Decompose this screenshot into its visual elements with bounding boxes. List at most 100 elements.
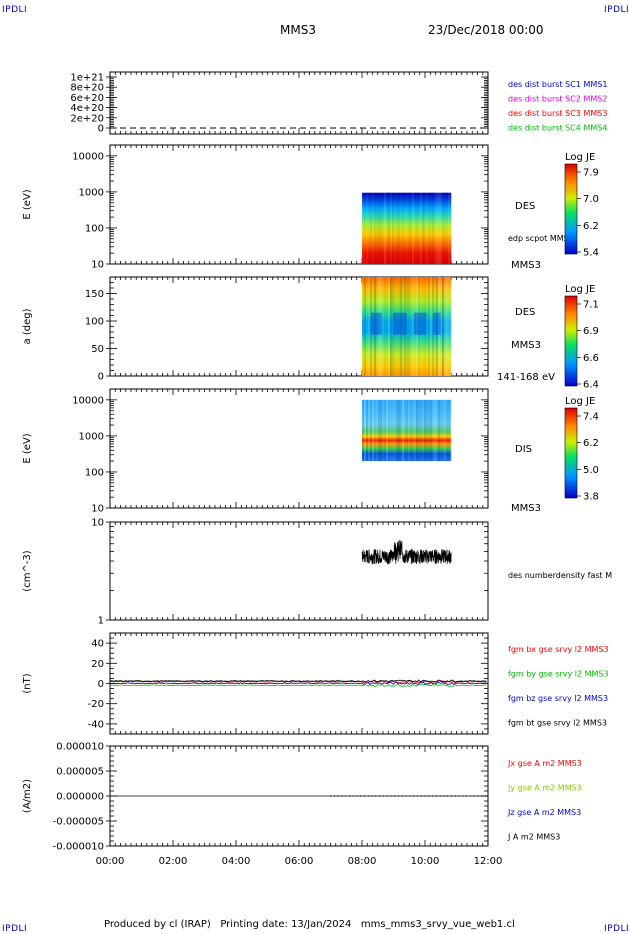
p2-texture <box>450 193 452 264</box>
p2-texture <box>398 192 400 264</box>
p3-texture <box>400 277 402 376</box>
p3-ytick-label: 50 <box>91 344 104 355</box>
p3-texture <box>392 277 394 376</box>
p3-texture <box>374 277 376 376</box>
p1-ytick-label: 0 <box>98 124 104 135</box>
p2-texture <box>370 192 372 264</box>
p6-ytick-label: -20 <box>88 699 104 710</box>
p3-colorbar-label: 6.9 <box>583 326 599 337</box>
p3-texture <box>426 277 428 376</box>
x-tick-label: 00:00 <box>96 856 125 867</box>
p2-texture <box>428 192 430 264</box>
p3-texture <box>378 277 380 376</box>
p2-texture <box>394 193 396 264</box>
p2-ytick-label: 100 <box>85 223 104 234</box>
p4-colorbar-label: 6.2 <box>583 438 599 449</box>
p4-texture <box>444 399 446 462</box>
p4-texture <box>422 400 424 461</box>
p3-texture <box>444 277 446 376</box>
p3-field-aligned-patch <box>393 312 407 335</box>
p4-texture <box>406 399 408 462</box>
plot-date: 23/Dec/2018 00:00 <box>428 23 544 37</box>
p4-texture <box>402 399 404 462</box>
plot-title: MMS3 <box>280 23 316 37</box>
p6-series-line <box>109 683 487 687</box>
x-tick-label: 08:00 <box>348 856 377 867</box>
p3-texture <box>404 277 406 376</box>
p6-series-line <box>109 681 487 685</box>
p3-texture <box>448 277 450 376</box>
corner-mark-bottom-left: IPDLI <box>2 924 28 934</box>
p4-texture <box>448 399 450 462</box>
p3-texture <box>430 277 432 376</box>
p2-texture <box>410 192 412 264</box>
p6-ylabel: (nT) <box>22 673 33 693</box>
p4-texture <box>390 400 392 461</box>
p3-ylabel: a (deg) <box>22 308 33 344</box>
p4-texture <box>438 399 440 462</box>
corner-mark-top-left: IPDLI <box>2 5 28 15</box>
p4-texture <box>384 399 386 462</box>
p4-texture <box>368 399 370 462</box>
p4-texture <box>418 399 420 462</box>
p3-texture <box>412 277 414 376</box>
p4-texture <box>394 399 396 462</box>
p3-texture <box>446 277 448 376</box>
p2-ylabel: E (eV) <box>22 189 33 219</box>
p5-ytick-label: 1 <box>98 616 104 627</box>
p4-ytick-label: 10000 <box>72 395 104 406</box>
p3-colorbar-label: 6.4 <box>583 380 599 391</box>
p4-colorbar-label: 3.8 <box>583 492 599 503</box>
p2-texture <box>434 193 436 264</box>
p4-species-label: DIS <box>515 444 532 455</box>
p3-texture <box>442 277 444 376</box>
p3-texture <box>368 277 370 376</box>
p4-texture <box>436 399 438 462</box>
p4-texture <box>388 400 390 461</box>
p2-texture <box>384 192 386 264</box>
p2-texture <box>380 192 382 264</box>
p3-texture <box>428 277 430 376</box>
p7-ytick-label: -0.000005 <box>53 817 104 828</box>
p4-texture <box>430 399 432 462</box>
p4-texture <box>426 399 428 462</box>
p3-texture <box>438 277 440 376</box>
p4-ytick-label: 100 <box>85 467 104 478</box>
p4-texture <box>398 399 400 462</box>
p4-texture <box>432 399 434 462</box>
p3-species-label: DES <box>515 307 535 318</box>
p4-texture <box>362 399 364 462</box>
p3-field-aligned-patch <box>370 312 382 335</box>
p4-texture <box>420 399 422 462</box>
p3-field-aligned-patch <box>433 312 441 335</box>
p1-frame <box>109 71 489 135</box>
p3-texture <box>362 277 364 376</box>
p2-texture <box>374 192 376 264</box>
p3-texture <box>450 277 452 376</box>
p3-texture <box>384 277 386 376</box>
p2-texture <box>414 193 416 264</box>
p7-legend-entry: Jx gse A m2 MMS3 <box>507 759 582 768</box>
p4-texture <box>416 399 418 462</box>
p2-ytick-label: 10 <box>91 260 104 271</box>
p6-ytick-label: 20 <box>91 659 104 670</box>
p2-colorbar-label: 5.4 <box>583 248 599 259</box>
p2-texture <box>408 192 410 264</box>
p4-colorbar-label: 5.0 <box>583 465 599 476</box>
p3-texture <box>380 277 382 376</box>
p2-texture <box>432 192 434 264</box>
p4-texture <box>370 399 372 462</box>
p2-texture <box>386 193 388 264</box>
p4-colorbar <box>564 407 578 499</box>
p3-texture <box>418 277 420 376</box>
p3-spacecraft-label: MMS3 <box>511 340 541 351</box>
p2-texture <box>376 192 378 264</box>
corner-mark-top-right: IPDLI <box>604 5 630 15</box>
p3-texture <box>424 277 426 376</box>
p2-texture <box>412 192 414 264</box>
p2-texture <box>400 193 402 264</box>
p4-ytick-label: 10 <box>91 504 104 515</box>
p1-legend-entry: des dist burst SC2 MMS2 <box>508 95 607 104</box>
p2-texture <box>442 192 444 264</box>
